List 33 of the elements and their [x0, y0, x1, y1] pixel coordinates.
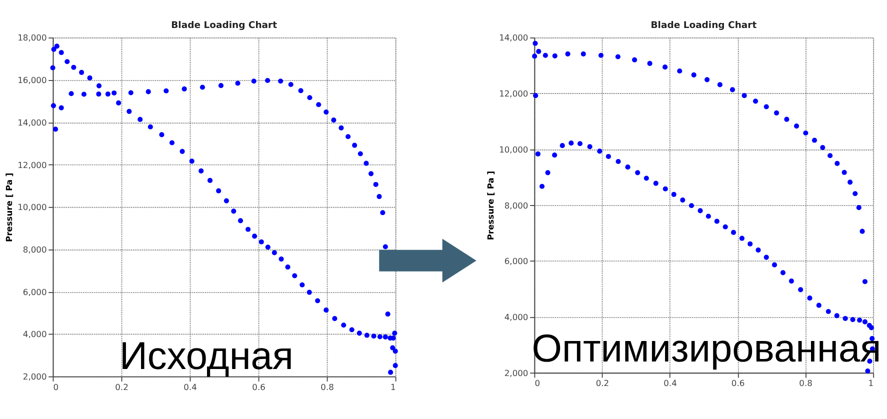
y-tick-label: 2,000: [22, 372, 47, 382]
x-tick-label: 0: [534, 378, 540, 388]
y-axis-title: Pressure [ Pa ]: [4, 172, 14, 242]
y-tick-label: 6,000: [22, 286, 47, 297]
y-tick-label: 2,000: [504, 368, 528, 378]
x-tick-label: 1: [390, 382, 396, 392]
y-tick-label: 14,000: [499, 32, 528, 43]
y-tick-label: 18,000: [18, 32, 47, 43]
x-tick-label: 0.6: [731, 378, 745, 388]
y-tick-label: 12,000: [18, 160, 47, 170]
y-tick-label: 14,000: [18, 117, 47, 128]
x-tick-label: 0.8: [320, 382, 334, 392]
y-tick-label: 10,000: [18, 202, 47, 212]
x-tick-label: 0.4: [664, 378, 677, 388]
x-tick-label: 1: [868, 378, 874, 388]
y-tick-label: 16,000: [18, 75, 47, 86]
y-tick-label: 4,000: [22, 329, 47, 340]
annotation: Исходная: [119, 334, 294, 378]
y-tick-label: 8,000: [504, 200, 528, 210]
x-tick-label: 0.2: [596, 378, 610, 388]
x-tick-label: 0.8: [799, 378, 812, 388]
y-tick-label: 12,000: [499, 88, 528, 99]
x-tick-label: 0.4: [184, 382, 197, 392]
y-tick-label: 8,000: [22, 244, 47, 255]
x-tick-label: 0.6: [252, 382, 266, 392]
y-tick-label: 4,000: [504, 312, 528, 322]
y-axis-title: Pressure [ Pa ]: [486, 170, 496, 240]
chart-title: Blade Loading Chart: [171, 20, 278, 32]
y-tick-label: 6,000: [504, 256, 528, 266]
x-tick-label: 0.2: [115, 382, 128, 392]
y-tick-label: 10,000: [499, 144, 528, 154]
x-tick-label: 0: [53, 382, 59, 392]
chart-title: Blade Loading Chart: [650, 20, 758, 32]
